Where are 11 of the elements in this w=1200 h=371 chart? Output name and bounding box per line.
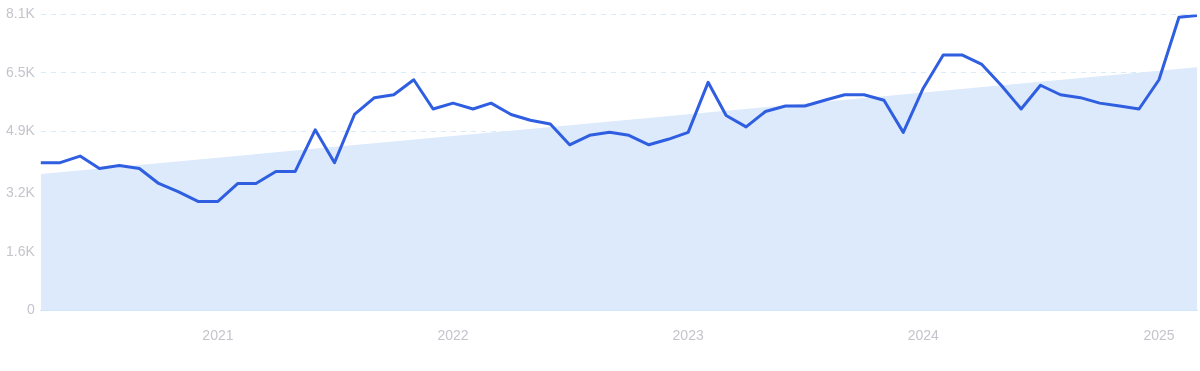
x-tick-label: 2024 xyxy=(907,327,940,344)
y-tick-label: 8.1K xyxy=(5,5,36,22)
y-tick-label: 0 xyxy=(27,301,35,318)
x-tick-label: 2022 xyxy=(437,327,469,344)
y-tick-label: 6.5K xyxy=(5,63,36,80)
x-tick-label: 2025 xyxy=(1143,327,1175,344)
y-tick-label: 3.2K xyxy=(5,184,36,201)
y-tick-label: 4.9K xyxy=(5,122,36,139)
x-tick-label: 2021 xyxy=(202,327,234,344)
x-tick-label: 2023 xyxy=(672,327,704,344)
y-tick-label: 1.6K xyxy=(5,242,36,259)
